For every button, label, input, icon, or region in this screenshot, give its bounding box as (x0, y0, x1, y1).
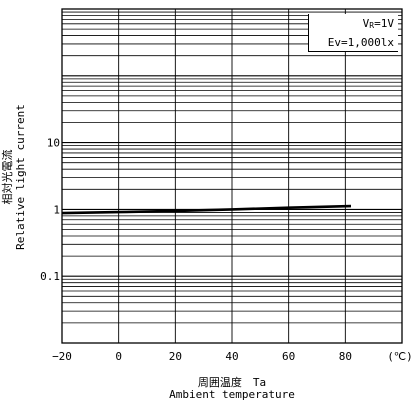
plot-frame (61, 8, 403, 344)
x-axis-label-ja: 周囲温度 Ta (197, 376, 267, 389)
series-line (61, 204, 352, 215)
x-tick-label: 0 (115, 350, 122, 363)
x-tick-label: 60 (282, 350, 295, 363)
x-tick-label: 40 (225, 350, 238, 363)
y-tick-label: 1 (53, 203, 60, 216)
y-tick-label: 10 (47, 137, 60, 150)
x-unit-label: (℃) (387, 350, 413, 363)
y-axis-label-en: Relative light current (14, 104, 27, 250)
x-tick-label: −20 (52, 350, 72, 363)
x-axis-label-en: Ambient temperature (169, 388, 295, 401)
y-axis-label: 相対光電流 Relative light current (1, 97, 39, 257)
legend: VR=1V Ev=1,000lx (308, 14, 398, 52)
legend-line-vr: VR=1V (362, 17, 394, 30)
x-tick-label: 20 (169, 350, 182, 363)
y-axis-label-ja: 相対光電流 (1, 149, 14, 205)
x-tick-label: 80 (339, 350, 352, 363)
legend-line-ev: Ev=1,000lx (327, 36, 394, 49)
x-axis-label: 周囲温度 Ta Ambient temperature (62, 377, 402, 401)
y-tick-label: 0.1 (40, 270, 60, 283)
